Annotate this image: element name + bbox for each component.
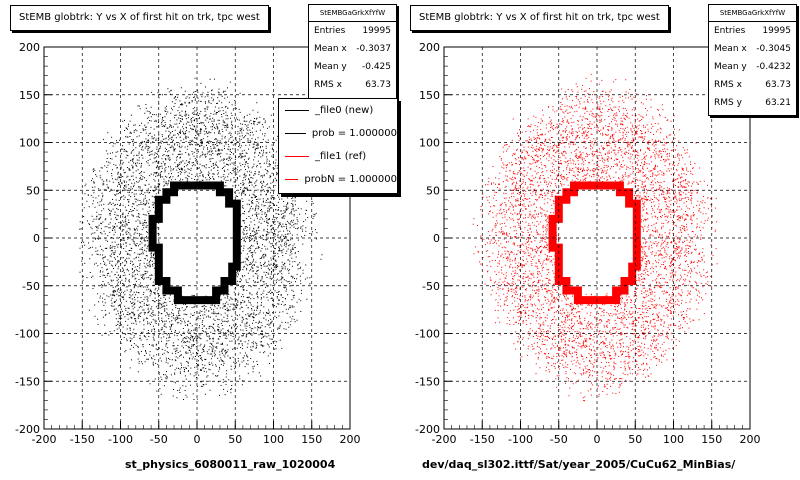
x-tick-label: 200 (740, 433, 761, 446)
x-tick-label: -150 (70, 433, 95, 446)
legend-label: prob = 1.000000 (311, 128, 397, 139)
legend-entry: _file1 (ref) (279, 145, 397, 168)
stats-row-mean-y: Mean y -0.425 (309, 58, 396, 76)
x-tick-label: -150 (470, 433, 495, 446)
y-tick-label: -200 (415, 423, 440, 436)
stats-row-rms-x: RMS x 63.73 (709, 76, 796, 94)
y-tick-label: 0 (33, 232, 40, 245)
legend-swatch (285, 133, 306, 134)
stats-rms-x-value: 63.73 (365, 80, 391, 90)
y-tick-label: 200 (419, 41, 440, 54)
y-tick-label: -150 (415, 375, 440, 388)
stats-entries-value: 19995 (362, 26, 391, 36)
legend-entry: prob = 1.000000 (279, 122, 397, 145)
y-tick-label: 200 (19, 41, 40, 54)
x-tick-label: -50 (550, 433, 568, 446)
stats-mean-y-value: -0.4232 (756, 62, 791, 72)
y-tick-label: 50 (426, 184, 440, 197)
y-tick-label: 150 (19, 89, 40, 102)
x-tick-label: -100 (108, 433, 133, 446)
x-tick-label: 0 (594, 433, 601, 446)
y-tick-label: 50 (26, 184, 40, 197)
right-plot: -200 -150 -100 -50 0 50 100 150 200 200 150 100 50 0 -… (415, 41, 761, 446)
stats-row-rms-y: RMS y 63.21 (709, 94, 796, 112)
right-plot-title: StEMB globtrk: Y vs X of first hit on tr… (410, 5, 669, 31)
x-tick-label: 100 (663, 433, 684, 446)
scatter-points (472, 73, 718, 402)
stats-row-entries: Entries 19995 (709, 22, 796, 40)
scatter-dots (472, 73, 718, 402)
x-tick-label: -200 (432, 433, 457, 446)
stats-rms-x-value: 63.73 (765, 80, 791, 90)
left-plot-title: StEMB globtrk: Y vs X of first hit on tr… (10, 5, 269, 31)
stats-row-mean-y: Mean y -0.4232 (709, 58, 796, 76)
legend-label: _file1 (ref) (315, 151, 367, 162)
y-tick-label: 0 (433, 232, 440, 245)
stats-row-mean-x: Mean x -0.3045 (709, 40, 796, 58)
y-tick-label: 100 (419, 137, 440, 150)
stats-row-mean-x: Mean x -0.3037 (309, 40, 396, 58)
right-pad: -200 -150 -100 -50 0 50 100 150 200 200 150 100 50 0 -… (400, 0, 800, 480)
legend-label: probN = 1.000000 (304, 174, 397, 185)
grid-lines (444, 47, 750, 429)
left-x-axis-title: st_physics_6080011_raw_1020004 (125, 458, 336, 471)
legend-entry: probN = 1.000000 (279, 168, 397, 191)
legend-swatch (285, 110, 309, 111)
stats-rms-y-value: 63.21 (765, 98, 791, 108)
x-tick-label: -200 (32, 433, 57, 446)
x-tick-label: 50 (228, 433, 242, 446)
left-pad: -200 -150 -100 -50 0 50 100 150 200 200 150 100 50 0 -… (10, 4, 398, 471)
stats-name: StEMBGaGrkXfYfW (309, 5, 396, 22)
stats-entries-value: 19995 (762, 26, 791, 36)
x-tick-label: 100 (263, 433, 284, 446)
y-tick-label: -100 (15, 328, 40, 341)
y-tick-label: 100 (19, 137, 40, 150)
legend-swatch (285, 179, 299, 180)
x-tick-label: -50 (150, 433, 168, 446)
stats-name: StEMBGaGrkXfYfW (709, 5, 796, 22)
stats-mean-x-value: -0.3037 (356, 44, 391, 54)
legend: _file0 (new) prob = 1.000000 _file1 (ref… (278, 98, 398, 194)
legend-swatch (285, 156, 309, 157)
y-tick-label: -150 (15, 375, 40, 388)
stats-mean-y-value: -0.425 (361, 62, 391, 72)
legend-entry: _file0 (new) (279, 99, 397, 122)
y-tick-label: 150 (419, 89, 440, 102)
x-tick-label: 200 (340, 433, 361, 446)
right-x-axis-title: dev/daq_sl302.ittf/Sat/year_2005/CuCu62_… (422, 458, 736, 471)
x-tick-label: 0 (194, 433, 201, 446)
stats-row-entries: Entries 19995 (309, 22, 396, 40)
y-tick-label: -200 (15, 423, 40, 436)
left-stats-box: StEMBGaGrkXfYfW Entries 19995 Mean x -0.30… (308, 4, 397, 116)
x-tick-label: 150 (301, 433, 322, 446)
x-tick-label: 150 (701, 433, 722, 446)
y-tick-label: -50 (22, 280, 40, 293)
stats-row-rms-x: RMS x 63.73 (309, 76, 396, 94)
dense-ring (548, 181, 641, 305)
stats-mean-x-value: -0.3045 (756, 44, 791, 54)
legend-label: _file0 (new) (315, 105, 374, 116)
right-stats-box: StEMBGaGrkXfYfW Entries 19995 Mean x -0.30… (708, 4, 797, 116)
x-tick-label: -100 (508, 433, 533, 446)
y-tick-label: -50 (422, 280, 440, 293)
y-tick-label: -100 (415, 328, 440, 341)
dense-ring (148, 181, 241, 305)
x-tick-label: 50 (628, 433, 642, 446)
